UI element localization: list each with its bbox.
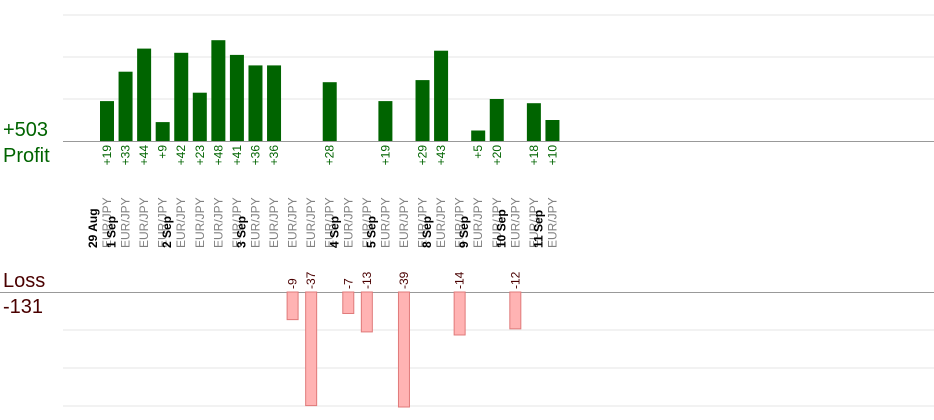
loss-value-label: -14 <box>453 271 467 289</box>
loss-value-label: -37 <box>304 271 318 289</box>
loss-bar <box>305 291 318 407</box>
profit-value-label: +19 <box>100 145 114 166</box>
profit-bar <box>118 71 133 141</box>
symbol-label: EUR/JPY <box>508 197 522 248</box>
loss-bar <box>397 291 410 408</box>
profit-bar <box>248 65 263 141</box>
symbol-label: EUR/JPY <box>304 197 318 248</box>
profit-value-label: +44 <box>137 145 151 166</box>
profit-value-label: +41 <box>230 145 244 166</box>
profit-value-label: +48 <box>211 145 225 166</box>
profit-total: +503 <box>3 119 49 141</box>
date-label: 9 Sep <box>457 216 471 248</box>
profit-bar <box>489 99 504 141</box>
profit-bar <box>545 120 560 141</box>
profit-value-label: +23 <box>193 145 207 166</box>
symbol-label: EUR/JPY <box>211 197 225 248</box>
profit-value-label: +28 <box>323 145 337 166</box>
profit-value-label: +33 <box>119 145 133 166</box>
symbol-label: EUR/JPY <box>267 197 281 248</box>
profit-bar <box>211 40 226 142</box>
symbol-label: EUR/JPY <box>248 197 262 248</box>
symbol-label: EUR/JPY <box>100 197 114 248</box>
profit-bar <box>471 130 486 141</box>
profit-bar <box>526 103 541 141</box>
loss-value-label: -7 <box>341 278 355 289</box>
symbol-label: EUR/JPY <box>416 197 430 248</box>
symbol-label: EUR/JPY <box>453 197 467 248</box>
loss-value-label: -13 <box>360 271 374 289</box>
symbol-label: EUR/JPY <box>471 197 485 248</box>
symbol-label: EUR/JPY <box>397 197 411 248</box>
loss-bar <box>360 291 373 333</box>
profit-bar <box>434 50 449 142</box>
date-label: 11 Sep <box>531 210 545 248</box>
symbol-label: EUR/JPY <box>545 197 559 248</box>
profit-value-label: +5 <box>471 145 485 159</box>
symbol-label: EUR/JPY <box>137 197 151 248</box>
date-label: 1 Sep <box>105 216 119 248</box>
profit-value-label: +29 <box>416 145 430 166</box>
symbol-label: EUR/JPY <box>119 197 133 248</box>
profit-bar <box>415 80 430 141</box>
date-label: 4 Sep <box>327 216 341 248</box>
profit-bar <box>322 82 337 141</box>
profit-bar <box>100 101 114 141</box>
profit-bar <box>155 122 170 141</box>
profit-bar <box>267 65 282 141</box>
date-label: 8 Sep <box>420 216 434 248</box>
symbol-label: EUR/JPY <box>286 197 300 248</box>
date-label: 2 Sep <box>160 216 174 248</box>
profit-value-label: +9 <box>156 145 170 159</box>
date-label: 29 Aug <box>86 208 100 248</box>
profit-bar <box>378 101 393 141</box>
profit-value-label: +36 <box>248 145 262 166</box>
profit-label: Profit <box>3 145 50 167</box>
loss-bar <box>286 291 299 321</box>
profit-value-label: +20 <box>490 145 504 166</box>
symbol-label: EUR/JPY <box>378 197 392 248</box>
profit-bar <box>174 52 189 141</box>
profit-bar <box>137 48 152 141</box>
profit-value-label: +36 <box>267 145 281 166</box>
loss-bar <box>453 291 466 336</box>
symbol-label: EUR/JPY <box>341 197 355 248</box>
profit-value-label: +10 <box>545 145 559 166</box>
symbol-label: EUR/JPY <box>434 197 448 248</box>
profit-value-label: +42 <box>174 145 188 166</box>
loss-value-label: -12 <box>508 271 522 289</box>
symbol-label: EUR/JPY <box>230 197 244 248</box>
date-label: 5 Sep <box>364 216 378 248</box>
symbol-label: EUR/JPY <box>156 197 170 248</box>
loss-value-label: -9 <box>286 278 300 289</box>
loss-bar <box>509 291 522 330</box>
profit-bar <box>192 92 207 141</box>
profit-value-label: +43 <box>434 145 448 166</box>
profit-value-label: +19 <box>378 145 392 166</box>
loss-value-label: -39 <box>397 271 411 289</box>
symbol-label: EUR/JPY <box>174 197 188 248</box>
symbol-label: EUR/JPY <box>323 197 337 248</box>
date-label: 3 Sep <box>234 216 248 248</box>
loss-bar <box>342 291 355 314</box>
loss-label: Loss <box>3 270 46 292</box>
symbol-label: EUR/JPY <box>490 197 504 248</box>
loss-total: -131 <box>3 296 44 318</box>
symbol-label: EUR/JPY <box>193 197 207 248</box>
date-label: 10 Sep <box>494 209 508 248</box>
profit-value-label: +18 <box>527 145 541 166</box>
symbol-label: EUR/JPY <box>527 197 541 248</box>
symbol-label: EUR/JPY <box>360 197 374 248</box>
profit-bar <box>229 54 244 141</box>
